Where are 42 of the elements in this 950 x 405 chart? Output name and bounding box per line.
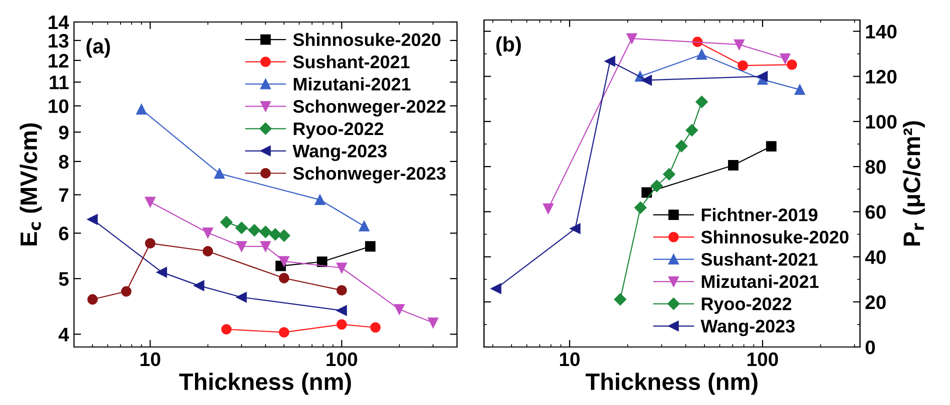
legend-label: Schonweger-2022 <box>293 100 446 116</box>
x-tick-label: 100 <box>748 352 778 366</box>
y-tick-label: 8 <box>58 154 69 169</box>
y2-tick-label: 20 <box>866 295 886 310</box>
legend-label: Ryoo-2022 <box>702 297 792 314</box>
y-tick-label: 5 <box>58 272 69 286</box>
y2-tick-label: 140 <box>866 24 897 39</box>
y2-tick-label: 60 <box>866 205 886 219</box>
y2-tick-label: 40 <box>865 250 886 264</box>
legend-label: Sushant-2021 <box>293 55 410 68</box>
y2-tick-label: 0 <box>866 340 875 354</box>
y2-tick-label: 100 <box>866 114 897 129</box>
x-axis-title: Thickness (nm) <box>586 372 758 395</box>
annotation: (b) <box>496 36 521 56</box>
legend-label: Sushant-2021 <box>701 252 818 266</box>
x-tick-label: 10 <box>560 352 580 366</box>
legend-label: Wang-2023 <box>700 320 795 336</box>
y-tick-label: 9 <box>59 126 68 140</box>
legend-label: Schonweger-2023 <box>293 166 446 184</box>
legend-label: Fichtner-2019 <box>702 208 818 222</box>
legend-label: Mizutani-2021 <box>294 77 411 91</box>
annotation: (a) <box>86 38 110 58</box>
y2-tick-label: 80 <box>865 160 886 174</box>
y2-axis-title: P$_{r}$ (μC/cm²) <box>902 121 925 246</box>
legend-label: Mizutani-2021 <box>702 274 819 288</box>
y-tick-label: 7 <box>59 188 68 202</box>
legend-label: Shinnosuke-2020 <box>701 230 848 244</box>
legend-label: Ryoo-2022 <box>294 122 384 139</box>
legend-label: Shinnosuke-2020 <box>293 32 440 46</box>
y-axis-title: E$_{c}$ (MV/cm) <box>20 123 42 246</box>
y-tick-label: 6 <box>59 226 68 240</box>
y-tick-label: 13 <box>48 34 68 48</box>
y-tick-label: 12 <box>48 54 68 68</box>
x-tick-label: 100 <box>326 352 358 366</box>
y-tick-label: 14 <box>48 16 70 30</box>
x-axis-title: Thickness (nm) <box>179 372 351 395</box>
y-tick-label: 4 <box>58 328 70 342</box>
legend-label: Wang-2023 <box>292 144 387 162</box>
y2-tick-label: 120 <box>866 70 897 84</box>
x-tick-label: 10 <box>140 352 160 366</box>
y-tick-label: 10 <box>48 99 68 114</box>
y-tick-label: 11 <box>50 76 69 90</box>
